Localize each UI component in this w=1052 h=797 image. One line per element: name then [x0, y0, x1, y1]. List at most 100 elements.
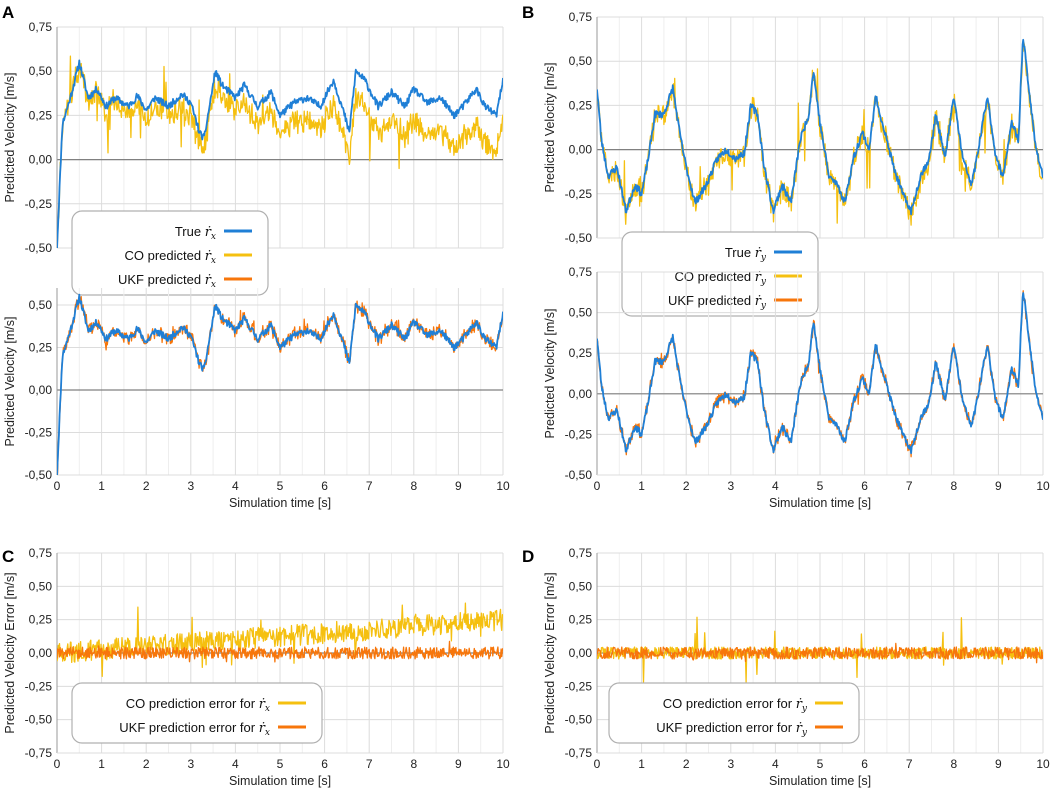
y-tick-label: -0,50 — [25, 713, 53, 727]
legend: True ṙx CO predicted ṙx UKF predicted ṙx — [71, 210, 269, 296]
x-tick-label: 9 — [455, 479, 462, 493]
x-tick-label: 0 — [54, 479, 61, 493]
x-tick-label: 5 — [277, 757, 284, 771]
x-tick-label: 10 — [496, 479, 510, 493]
y-tick-label: -0,25 — [25, 679, 53, 693]
x-axis-label: Simulation time [s] — [769, 496, 871, 510]
x-axis-label: Simulation time [s] — [229, 774, 331, 788]
x-tick-label: 9 — [995, 757, 1002, 771]
x-tick-label: 1 — [98, 479, 105, 493]
x-tick-label: 3 — [187, 757, 194, 771]
legend-label: True ṙx — [175, 224, 216, 242]
legend-box — [621, 231, 819, 317]
y-tick-label: 0,50 — [29, 298, 53, 312]
legend-label: UKF prediction error for ṙy — [656, 720, 808, 738]
y-tick-label: 0,50 — [569, 306, 593, 320]
x-tick-label: 6 — [321, 757, 328, 771]
y-tick-label: 0,25 — [569, 98, 593, 112]
series-line-ukferr — [57, 640, 503, 663]
x-tick-label: 2 — [143, 757, 150, 771]
panel-label-b: B — [522, 3, 534, 22]
y-tick-label: -0,50 — [565, 713, 593, 727]
legend-label: UKF prediction error for ṙx — [119, 720, 270, 738]
y-tick-label: 0,75 — [569, 546, 593, 560]
x-tick-label: 3 — [187, 479, 194, 493]
x-axis-label: Simulation time [s] — [229, 496, 331, 510]
y-tick-label: -0,75 — [565, 746, 593, 760]
legend: CO prediction error for ṙy UKF prediction… — [608, 682, 860, 744]
legend: True ṙy CO predicted ṙy UKF predicted ṙy — [621, 231, 819, 317]
y-axis-label: Predicted Velocity Error [m/s] — [543, 572, 557, 733]
x-tick-label: 0 — [54, 757, 61, 771]
y-tick-label: -0,25 — [565, 427, 593, 441]
x-tick-label: 2 — [683, 757, 690, 771]
y-tick-label: 0,25 — [29, 613, 53, 627]
legend-label: UKF predicted ṙx — [118, 272, 216, 290]
x-tick-label: 7 — [366, 479, 373, 493]
y-axis-label: Predicted Velocity [m/s] — [3, 317, 17, 447]
legend-label: True ṙy — [725, 245, 767, 263]
y-tick-label: -0,25 — [25, 197, 53, 211]
chart-A-top: -0,50 -0,25 0,00 0,25 0,50 0,75 Predicted Velo… — [3, 20, 504, 296]
y-tick-label: -0,50 — [25, 468, 53, 482]
panel-label-c: C — [2, 547, 14, 566]
legend-label: UKF predicted ṙy — [668, 293, 767, 311]
x-tick-label: 2 — [143, 479, 150, 493]
x-tick-label: 7 — [366, 757, 373, 771]
x-tick-label: 1 — [638, 757, 645, 771]
y-axis-label: Predicted Velocity [m/s] — [543, 309, 557, 439]
x-tick-label: 5 — [277, 479, 284, 493]
series-line-ukferr — [597, 642, 1043, 664]
panel-label-a: A — [2, 3, 14, 22]
x-tick-label: 1 — [98, 757, 105, 771]
x-tick-label: 3 — [727, 479, 734, 493]
x-tick-label: 2 — [683, 479, 690, 493]
x-tick-label: 10 — [1036, 757, 1050, 771]
x-tick-label: 8 — [410, 479, 417, 493]
x-tick-label: 5 — [817, 479, 824, 493]
x-tick-label: 10 — [1036, 479, 1050, 493]
y-tick-label: 0,00 — [569, 387, 593, 401]
y-tick-label: 0,00 — [569, 646, 593, 660]
legend-label: CO prediction error for ṙx — [126, 696, 270, 714]
x-axis-label: Simulation time [s] — [769, 774, 871, 788]
panel-label-d: D — [522, 547, 534, 566]
x-tick-label: 9 — [455, 757, 462, 771]
series-line-true — [597, 38, 1043, 216]
y-tick-label: -0,25 — [25, 426, 53, 440]
legend-label: CO predicted ṙy — [674, 269, 766, 287]
legend-label: CO prediction error for ṙy — [663, 696, 808, 714]
y-axis-label: Predicted Velocity [m/s] — [543, 63, 557, 193]
x-tick-label: 4 — [232, 757, 239, 771]
y-tick-label: -0,75 — [25, 746, 53, 760]
x-tick-label: 6 — [861, 757, 868, 771]
x-tick-label: 9 — [995, 479, 1002, 493]
y-tick-label: 0,75 — [569, 10, 593, 24]
legend-label: CO predicted ṙx — [125, 248, 217, 266]
x-tick-label: 6 — [861, 479, 868, 493]
y-tick-label: 0,50 — [569, 579, 593, 593]
x-tick-label: 1 — [638, 479, 645, 493]
y-axis-label: Predicted Velocity [m/s] — [3, 73, 17, 203]
y-tick-label: -0,25 — [565, 187, 593, 201]
y-axis-label: Predicted Velocity Error [m/s] — [3, 572, 17, 733]
series-line-true — [597, 292, 1043, 455]
x-tick-label: 8 — [950, 757, 957, 771]
legend-box — [608, 682, 860, 744]
y-tick-label: 0,00 — [569, 143, 593, 157]
x-tick-label: 6 — [321, 479, 328, 493]
y-tick-label: 0,25 — [569, 613, 593, 627]
chart-D: -0,75 -0,50 -0,25 0,00 0,25 0,50 0,75 0 1 2 3 4 5 6 7 8… — [543, 546, 1050, 788]
y-tick-label: 0,75 — [569, 265, 593, 279]
x-tick-label: 8 — [950, 479, 957, 493]
x-tick-label: 0 — [594, 757, 601, 771]
y-tick-label: 0,50 — [29, 64, 53, 78]
y-tick-label: 0,50 — [569, 54, 593, 68]
x-tick-label: 3 — [727, 757, 734, 771]
series-line-true — [57, 59, 503, 248]
y-tick-label: 0,25 — [29, 108, 53, 122]
x-tick-label: 8 — [410, 757, 417, 771]
series-line-co — [597, 42, 1043, 226]
legend-box — [71, 682, 323, 744]
x-tick-label: 10 — [496, 757, 510, 771]
